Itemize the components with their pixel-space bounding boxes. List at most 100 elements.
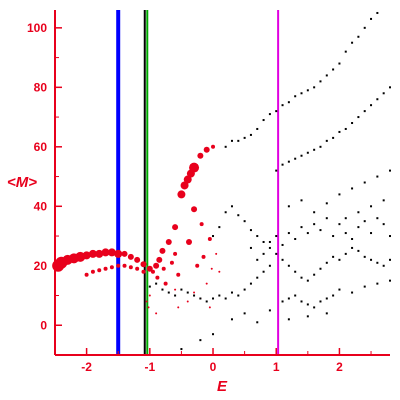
y-tick-label-2: 40 — [34, 199, 48, 213]
point-red-7 — [95, 249, 104, 258]
point-black-57 — [275, 110, 278, 113]
point-black-107 — [287, 297, 290, 300]
point-red-18 — [97, 268, 102, 273]
point-black-25 — [243, 220, 246, 223]
point-black-1 — [155, 282, 158, 285]
point-black-95 — [313, 211, 316, 214]
point-black-146 — [230, 318, 233, 321]
point-black-138 — [363, 220, 366, 223]
point-red-44 — [191, 206, 198, 213]
point-black-140 — [376, 217, 379, 220]
point-black-126 — [287, 232, 290, 235]
point-red-13 — [134, 256, 141, 263]
point-black-51 — [237, 139, 240, 142]
point-black-125 — [281, 243, 284, 246]
axes — [54, 10, 390, 356]
point-black-21 — [218, 226, 221, 229]
point-black-104 — [370, 205, 373, 208]
point-red-55 — [148, 294, 151, 297]
point-red-25 — [141, 269, 146, 274]
x-tick-label-2: 0 — [210, 360, 217, 374]
point-black-114 — [332, 294, 335, 297]
point-black-4 — [174, 294, 177, 297]
point-black-87 — [357, 116, 360, 119]
point-red-34 — [169, 260, 174, 265]
point-red-20 — [109, 265, 114, 270]
point-black-40 — [338, 258, 341, 261]
point-red-6 — [88, 249, 97, 258]
point-black-103 — [357, 211, 360, 214]
point-black-53 — [249, 133, 252, 136]
point-black-102 — [344, 217, 347, 220]
point-black-82 — [325, 139, 328, 142]
point-black-139 — [370, 232, 373, 235]
point-black-78 — [300, 154, 303, 157]
point-black-59 — [287, 101, 290, 104]
point-red-59 — [186, 300, 189, 303]
point-black-117 — [363, 285, 366, 288]
point-black-98 — [351, 187, 354, 190]
y-axis-label: <M> — [7, 174, 37, 191]
point-black-108 — [294, 294, 297, 297]
point-black-100 — [376, 175, 379, 178]
vertical-lines — [116, 10, 280, 355]
point-black-26 — [249, 229, 252, 232]
point-black-36 — [313, 273, 316, 276]
point-black-115 — [338, 288, 341, 291]
point-red-19 — [103, 266, 108, 271]
point-black-14 — [237, 294, 240, 297]
point-black-9 — [205, 300, 208, 303]
point-black-91 — [382, 92, 385, 95]
point-black-113 — [325, 297, 328, 300]
y-tick-label-0: 0 — [40, 318, 47, 332]
point-black-32 — [287, 264, 290, 267]
point-black-24 — [237, 214, 240, 217]
point-black-2 — [161, 288, 164, 291]
point-black-111 — [313, 306, 316, 309]
point-black-23 — [230, 205, 233, 208]
point-black-84 — [338, 130, 341, 133]
point-black-147 — [243, 312, 246, 315]
y-tick-label-1: 20 — [34, 259, 48, 273]
point-black-52 — [243, 136, 246, 139]
point-black-101 — [389, 169, 391, 172]
point-black-144 — [199, 339, 202, 342]
point-red-65 — [145, 300, 148, 303]
point-black-11 — [218, 294, 221, 297]
point-red-16 — [84, 272, 89, 277]
point-black-123 — [268, 240, 271, 243]
point-black-132 — [325, 217, 328, 220]
point-red-46 — [197, 152, 204, 159]
y-tick-label-3: 60 — [34, 140, 48, 154]
point-black-30 — [275, 252, 278, 255]
point-black-86 — [351, 122, 354, 125]
point-black-73 — [376, 11, 379, 14]
point-black-128 — [300, 226, 303, 229]
point-red-38 — [177, 190, 186, 199]
point-red-17 — [90, 269, 95, 274]
data-points — [52, 11, 391, 351]
point-black-88 — [363, 110, 366, 113]
point-black-89 — [370, 104, 373, 107]
point-black-0 — [148, 285, 151, 288]
point-black-39 — [332, 255, 335, 258]
point-black-90 — [376, 98, 379, 101]
point-red-9 — [107, 248, 116, 257]
point-black-56 — [268, 113, 271, 116]
point-black-120 — [249, 246, 252, 249]
point-red-57 — [174, 288, 177, 291]
point-black-5 — [180, 288, 183, 291]
point-black-79 — [306, 151, 309, 154]
point-black-83 — [332, 136, 335, 139]
point-black-76 — [287, 160, 290, 163]
point-black-55 — [262, 119, 265, 122]
point-red-49 — [203, 146, 210, 153]
point-red-62 — [205, 282, 208, 285]
point-red-8 — [101, 248, 110, 257]
point-black-46 — [376, 261, 379, 264]
point-red-41 — [186, 238, 192, 245]
point-red-11 — [121, 250, 128, 257]
point-black-119 — [389, 279, 391, 282]
point-black-63 — [313, 86, 316, 89]
